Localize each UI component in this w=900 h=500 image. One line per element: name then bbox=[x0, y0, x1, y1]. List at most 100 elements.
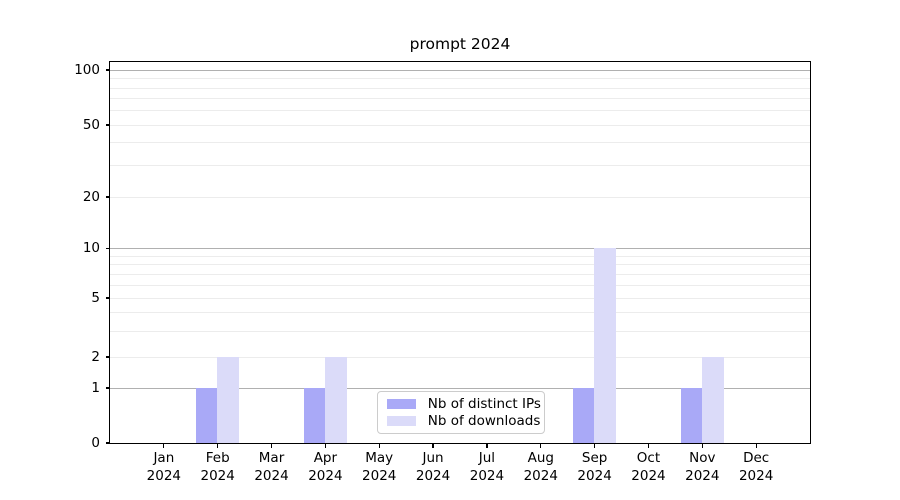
gridline-minor-8 bbox=[109, 264, 810, 266]
x-tick-month: Jul bbox=[478, 450, 496, 466]
x-tick-month: Dec bbox=[743, 450, 770, 466]
bar-distinct-ips-sep bbox=[572, 387, 595, 443]
legend-row-distinct-ips: Nb of distinct IPs bbox=[386, 396, 541, 412]
bar-distinct-ips-apr bbox=[303, 387, 326, 443]
x-tick-year: 2024 bbox=[631, 467, 666, 484]
x-tick-month: Oct bbox=[636, 450, 661, 466]
y-tick-100 bbox=[105, 69, 110, 71]
x-tick-may bbox=[378, 443, 380, 448]
x-tick-jan bbox=[163, 443, 165, 448]
gridline-minor-20 bbox=[109, 196, 810, 198]
y-tick-label-2: 2 bbox=[91, 348, 100, 365]
x-tick-sep bbox=[594, 443, 596, 448]
x-tick-month: Sep bbox=[581, 450, 608, 466]
x-tick-month: Apr bbox=[313, 450, 338, 466]
y-tick-20 bbox=[105, 196, 110, 198]
legend-label-downloads: Nb of downloads bbox=[427, 412, 541, 429]
gridline-major-10 bbox=[109, 248, 810, 250]
x-tick-year: 2024 bbox=[308, 467, 343, 484]
x-tick-month: Aug bbox=[527, 450, 554, 466]
gridline-minor-70 bbox=[109, 98, 810, 100]
x-tick-label-nov: Nov 2024 bbox=[670, 450, 734, 485]
y-tick-label-10: 10 bbox=[82, 240, 100, 256]
x-tick-label-feb: Feb 2024 bbox=[186, 450, 250, 485]
y-tick-5 bbox=[105, 297, 110, 299]
x-tick-label-apr: Apr 2024 bbox=[293, 450, 357, 485]
y-tick-2 bbox=[105, 356, 110, 358]
x-tick-label-mar: Mar 2024 bbox=[240, 450, 304, 485]
x-tick-year: 2024 bbox=[254, 467, 289, 484]
y-tick-1 bbox=[105, 387, 110, 389]
y-tick-0 bbox=[105, 442, 110, 444]
y-tick-label-20: 20 bbox=[82, 188, 100, 205]
legend-swatch-downloads bbox=[386, 415, 416, 426]
gridline-minor-50 bbox=[109, 124, 810, 126]
x-tick-label-sep: Sep 2024 bbox=[563, 450, 627, 485]
legend-row-downloads: Nb of downloads bbox=[386, 413, 540, 429]
x-tick-year: 2024 bbox=[415, 467, 451, 484]
x-tick-month: Nov bbox=[689, 450, 716, 466]
bar-distinct-ips-feb bbox=[195, 387, 218, 443]
x-tick-month: May bbox=[365, 450, 394, 466]
x-tick-jul bbox=[486, 443, 488, 448]
bar-downloads-feb bbox=[217, 356, 239, 443]
x-tick-year: 2024 bbox=[523, 467, 558, 484]
x-tick-feb bbox=[217, 443, 219, 448]
chart-title: prompt 2024 bbox=[409, 35, 511, 53]
x-tick-label-dec: Dec 2024 bbox=[724, 450, 788, 485]
gridline-minor-6 bbox=[109, 284, 810, 286]
x-tick-month: Jan bbox=[153, 450, 175, 466]
x-tick-label-jun: Jun 2024 bbox=[401, 450, 465, 485]
x-tick-apr bbox=[324, 443, 326, 448]
x-tick-oct bbox=[647, 443, 650, 448]
y-tick-50 bbox=[105, 124, 110, 126]
legend-swatch-distinct-ips bbox=[386, 399, 416, 410]
gridline-minor-40 bbox=[109, 142, 810, 144]
gridline-minor-2 bbox=[109, 356, 810, 358]
x-tick-label-aug: Aug 2024 bbox=[509, 450, 573, 485]
gridline-minor-4 bbox=[109, 312, 810, 314]
x-tick-month: Mar bbox=[258, 450, 285, 466]
x-tick-year: 2024 bbox=[685, 467, 720, 484]
x-tick-month: Feb bbox=[205, 450, 230, 466]
gridline-minor-7 bbox=[109, 273, 810, 275]
bar-downloads-sep bbox=[594, 248, 616, 443]
x-tick-year: 2024 bbox=[738, 467, 774, 484]
bar-downloads-nov bbox=[702, 356, 724, 443]
gridline-minor-5 bbox=[109, 297, 810, 299]
x-tick-mar bbox=[270, 443, 273, 448]
y-tick-label-5: 5 bbox=[91, 289, 100, 306]
y-tick-label-50: 50 bbox=[82, 116, 100, 133]
gridline-minor-30 bbox=[109, 164, 810, 166]
x-tick-label-oct: Oct 2024 bbox=[616, 450, 680, 485]
y-tick-10 bbox=[105, 247, 110, 250]
x-tick-label-jan: Jan 2024 bbox=[132, 450, 196, 485]
plot-area: Nb of distinct IPs Nb of downloads bbox=[108, 60, 811, 444]
y-tick-label-100: 100 bbox=[74, 61, 100, 78]
x-tick-year: 2024 bbox=[469, 467, 505, 484]
x-tick-month: Jun bbox=[422, 450, 444, 466]
bar-distinct-ips-nov bbox=[680, 387, 703, 443]
x-tick-year: 2024 bbox=[577, 467, 612, 484]
x-tick-jun bbox=[432, 443, 434, 448]
x-tick-nov bbox=[701, 443, 703, 448]
gridline-minor-3 bbox=[109, 330, 810, 332]
gridline-major-1 bbox=[109, 387, 810, 389]
y-tick-label-0: 0 bbox=[91, 434, 100, 451]
gridline-minor-60 bbox=[109, 110, 810, 112]
y-tick-label-1: 1 bbox=[91, 379, 100, 396]
x-tick-year: 2024 bbox=[200, 467, 235, 484]
gridline-minor-80 bbox=[109, 87, 810, 89]
x-tick-label-jul: Jul 2024 bbox=[455, 450, 519, 485]
x-tick-label-may: May 2024 bbox=[347, 450, 411, 485]
x-tick-year: 2024 bbox=[362, 467, 397, 484]
gridline-major-100 bbox=[109, 69, 810, 71]
gridline-minor-90 bbox=[109, 78, 810, 80]
bar-downloads-apr bbox=[325, 356, 347, 443]
x-tick-year: 2024 bbox=[146, 467, 182, 484]
x-tick-dec bbox=[755, 443, 757, 448]
legend-label-distinct-ips: Nb of distinct IPs bbox=[427, 396, 541, 413]
x-tick-aug bbox=[540, 443, 542, 448]
gridline-minor-9 bbox=[109, 255, 810, 257]
